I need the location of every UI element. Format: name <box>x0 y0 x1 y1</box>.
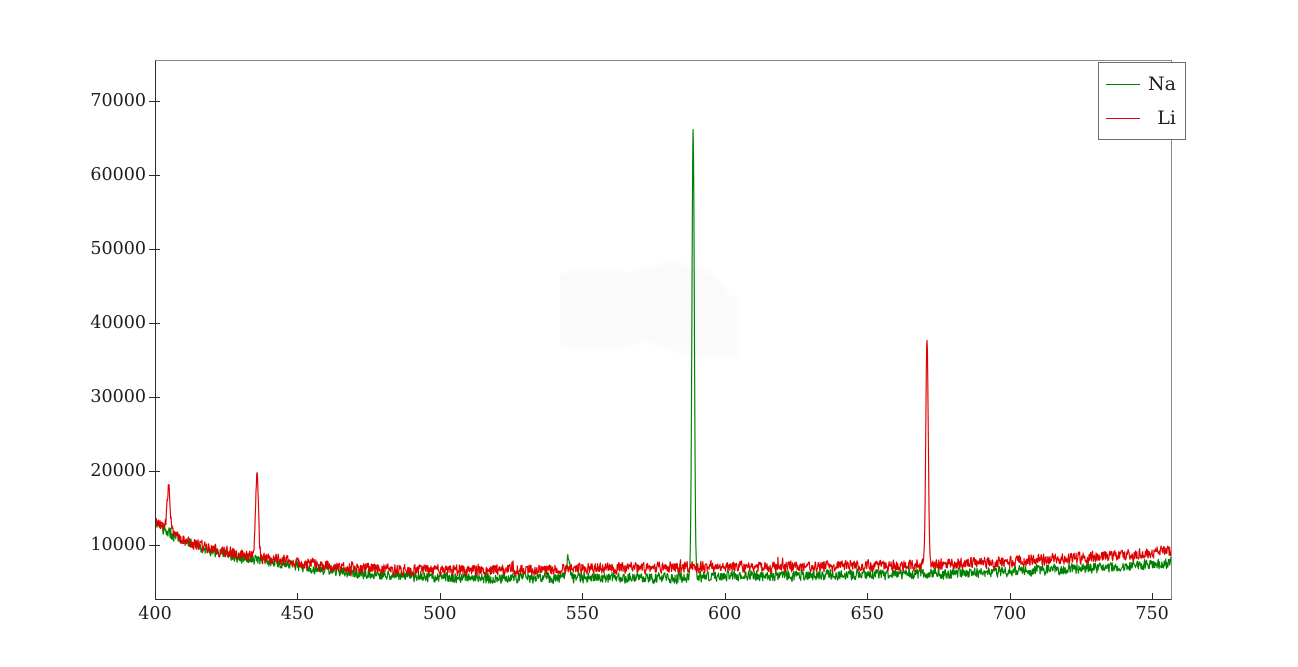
x-tick-mark-inner <box>155 595 156 600</box>
x-tick-mark-inner <box>582 595 584 600</box>
x-tick-label: 450 <box>280 604 315 624</box>
x-tick-label: 400 <box>138 604 172 624</box>
y-tick-mark-inner <box>155 323 160 325</box>
y-tick-mark <box>149 101 156 103</box>
x-tick-label: 700 <box>992 604 1027 624</box>
spectrum-line-li <box>155 339 1172 577</box>
legend-item-li[interactable]: Li <box>1099 101 1185 135</box>
x-tick-mark-inner <box>297 595 299 600</box>
y-tick-label: 70000 <box>90 91 146 112</box>
legend-item-na[interactable]: Na <box>1099 67 1185 101</box>
y-tick-label: 30000 <box>90 387 146 408</box>
y-tick-mark <box>149 545 156 547</box>
y-tick-label: 60000 <box>90 165 146 186</box>
y-tick-mark <box>149 249 156 251</box>
y-tick-mark <box>149 397 156 399</box>
x-tick-mark-inner <box>439 595 441 600</box>
x-tick-label: 650 <box>850 604 884 624</box>
y-tick-mark-inner <box>155 249 160 251</box>
x-tick-mark-inner <box>724 595 726 600</box>
y-tick-label: 50000 <box>90 239 146 260</box>
legend-label-li: Li <box>1157 106 1176 129</box>
x-tick-label: 750 <box>1135 604 1169 624</box>
y-tick-mark <box>149 323 156 325</box>
y-tick-label: 40000 <box>90 313 146 334</box>
x-tick-mark-inner <box>1009 595 1011 600</box>
y-tick-label: 20000 <box>90 461 146 482</box>
x-tick-label: 500 <box>423 604 457 624</box>
x-tick-mark-inner <box>867 595 869 600</box>
y-tick-mark-inner <box>155 471 160 473</box>
y-tick-mark-inner <box>155 397 160 399</box>
y-tick-mark-inner <box>155 175 160 177</box>
plot-area <box>155 60 1172 600</box>
y-axis-tick-labels: 10000 20000 30000 40000 50000 60000 70000 <box>0 0 146 667</box>
legend-swatch-li <box>1106 117 1140 119</box>
legend-label-na: Na <box>1148 72 1176 95</box>
y-tick-mark <box>149 175 156 177</box>
legend-swatch-na <box>1106 83 1140 85</box>
y-tick-label: 10000 <box>90 535 146 556</box>
spectrum-line-na <box>155 128 1172 585</box>
x-tick-mark-inner <box>1152 595 1154 600</box>
legend[interactable]: Na Li <box>1098 62 1186 140</box>
y-tick-mark-inner <box>155 101 160 103</box>
y-tick-mark-inner <box>155 545 160 547</box>
x-tick-label: 600 <box>708 604 742 624</box>
y-tick-mark <box>149 471 156 473</box>
x-tick-label: 550 <box>565 604 599 624</box>
spectrum-traces <box>155 128 1172 585</box>
